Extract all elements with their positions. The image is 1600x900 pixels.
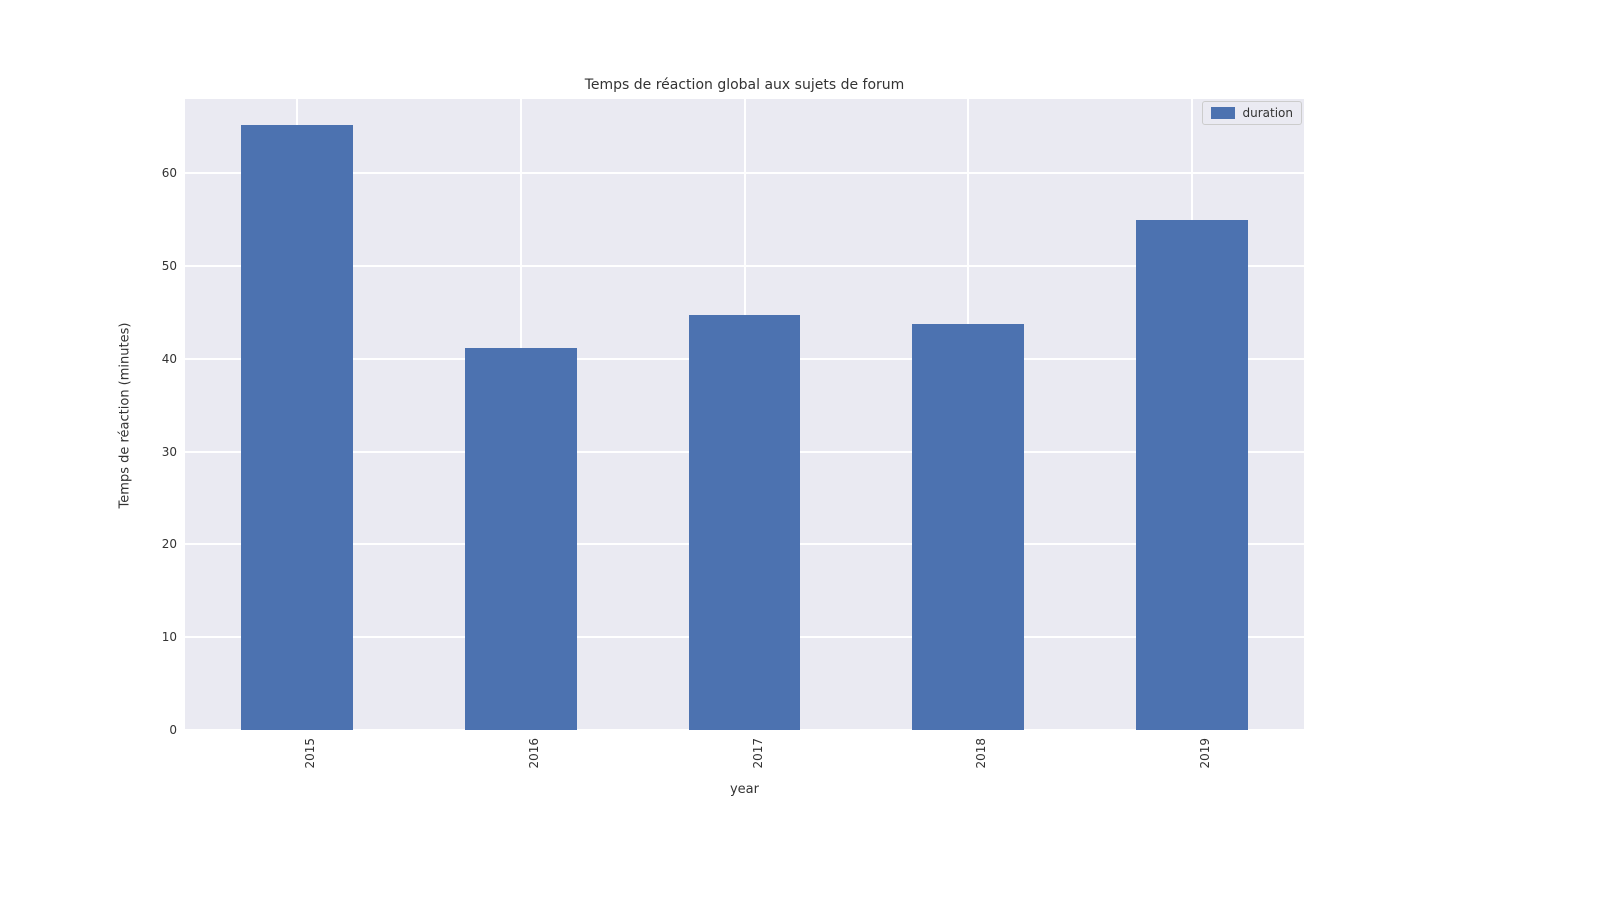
plot-area: [185, 99, 1304, 730]
x-axis-label: year: [185, 782, 1304, 797]
bar: [241, 125, 353, 730]
xtick-label: 2017: [751, 738, 765, 778]
xtick-label: 2016: [527, 738, 541, 778]
bar: [465, 348, 577, 730]
ytick-label: 60: [137, 166, 177, 180]
xtick-label: 2015: [303, 738, 317, 778]
chart-container: Temps de réaction global aux sujets de f…: [0, 0, 1600, 900]
legend-label: duration: [1243, 106, 1294, 120]
chart-title: Temps de réaction global aux sujets de f…: [185, 77, 1304, 93]
ytick-label: 30: [137, 445, 177, 459]
ytick-label: 20: [137, 537, 177, 551]
bar: [1136, 220, 1248, 730]
ytick-label: 40: [137, 352, 177, 366]
xtick-label: 2018: [974, 738, 988, 778]
bar: [912, 324, 1024, 730]
xtick-label: 2019: [1198, 738, 1212, 778]
legend: duration: [1202, 101, 1303, 125]
y-axis-label: Temps de réaction (minutes): [118, 266, 133, 566]
ytick-label: 10: [137, 630, 177, 644]
ytick-label: 0: [137, 723, 177, 737]
bar: [689, 315, 801, 730]
ytick-label: 50: [137, 259, 177, 273]
legend-swatch: [1211, 107, 1235, 119]
